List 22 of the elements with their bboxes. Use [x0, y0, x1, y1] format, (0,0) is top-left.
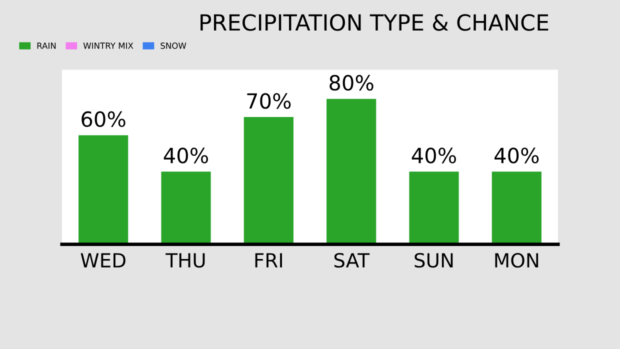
x-tick-label: SUN [414, 252, 453, 268]
data-label: 40% [412, 148, 456, 164]
data-label: 40% [164, 148, 208, 164]
legend-label: SNOW [160, 42, 186, 49]
legend-label: RAIN [37, 42, 56, 49]
bar [244, 117, 294, 244]
x-tick-label: SAT [334, 252, 370, 268]
legend-label: WINTRY MIX [83, 42, 134, 49]
bar [326, 98, 376, 244]
data-label: 40% [494, 148, 539, 164]
bar [409, 172, 459, 244]
chart-title: PRECIPITATION TYPE & CHANCE [200, 14, 548, 31]
bar [161, 172, 211, 244]
data-label: 70% [247, 93, 291, 109]
x-tick-label: THU [166, 253, 205, 268]
bar [492, 172, 542, 244]
x-tick-label: WED [80, 253, 126, 268]
data-label: 80% [330, 74, 374, 91]
data-label: 60% [82, 111, 126, 128]
x-tick-label: FRI [255, 253, 282, 268]
bar [78, 135, 128, 244]
x-tick-label: MON [495, 252, 538, 268]
